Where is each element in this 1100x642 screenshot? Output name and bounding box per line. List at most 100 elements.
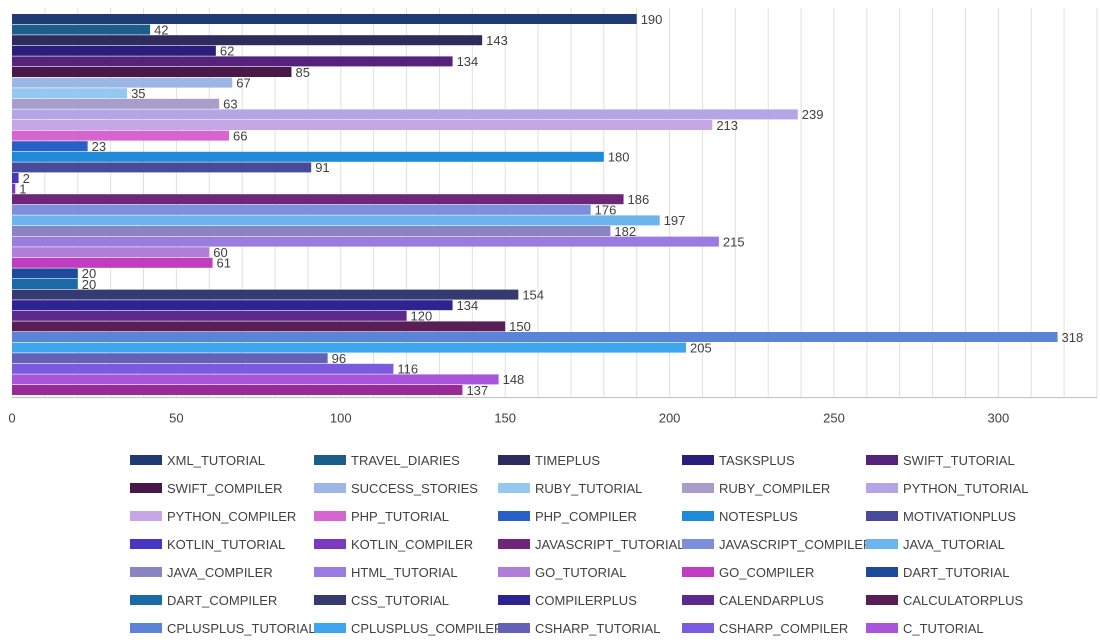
legend-item: PHP_COMPILER [498, 502, 682, 530]
data-label: 96 [332, 351, 346, 366]
legend-swatch [130, 483, 162, 493]
bar [12, 183, 16, 194]
legend-label: SWIFT_TUTORIAL [903, 452, 1015, 468]
legend-item: JAVASCRIPT_TUTORIAL [498, 530, 685, 558]
legend-item: CSHARP_COMPILER [682, 614, 866, 642]
data-label: 2 [23, 171, 30, 186]
legend-label: PYTHON_COMPILER [167, 508, 297, 524]
bar [12, 257, 213, 268]
legend-label: CSS_TUTORIAL [351, 592, 450, 608]
bar [12, 236, 719, 247]
data-label: 120 [411, 309, 433, 324]
legend-item: COMPILERPLUS [498, 586, 682, 614]
bar [12, 332, 1058, 342]
bar [12, 363, 394, 374]
x-tick-label: 200 [659, 411, 681, 426]
legend-item: MOTIVATIONPLUS [866, 502, 1050, 530]
legend-swatch [498, 455, 530, 465]
legend-item: SUCCESS_STORIES [314, 474, 498, 502]
data-label: 134 [457, 54, 479, 69]
data-label: 239 [802, 107, 824, 122]
data-label: 154 [522, 287, 544, 302]
legend-label: DART_COMPILER [167, 592, 278, 608]
bar [12, 289, 519, 300]
legend-label: JAVA_TUTORIAL [903, 536, 1005, 552]
legend-swatch [866, 455, 898, 465]
chart-legend: XML_TUTORIAL TRAVEL_DIARIES TIMEPLUS TASKSP… [130, 446, 1090, 642]
x-tick-label: 300 [988, 411, 1010, 426]
data-label: 186 [628, 192, 650, 207]
legend-swatch [682, 595, 714, 605]
bar [12, 321, 506, 332]
legend-label: MOTIVATIONPLUS [903, 508, 1016, 524]
legend-swatch [314, 623, 346, 633]
legend-swatch [314, 511, 346, 521]
bar [12, 300, 453, 311]
legend-item: TASKSPLUS [682, 446, 866, 474]
legend-swatch [130, 539, 162, 549]
bar [12, 130, 229, 141]
legend-item: JAVA_TUTORIAL [866, 530, 1050, 558]
data-label: 134 [457, 298, 479, 313]
legend-item: RUBY_TUTORIAL [498, 474, 682, 502]
bar [12, 268, 78, 279]
legend-item: GO_TUTORIAL [498, 558, 682, 586]
legend-swatch [498, 623, 530, 633]
legend-item: RUBY_COMPILER [682, 474, 866, 502]
data-label: 213 [716, 118, 738, 133]
data-label: 215 [723, 234, 745, 249]
legend-swatch [314, 595, 346, 605]
bar [12, 374, 499, 385]
legend-swatch [682, 455, 714, 465]
legend-swatch [498, 539, 530, 549]
legend-item: XML_TUTORIAL [130, 446, 314, 474]
bar [12, 35, 483, 46]
legend-label: XML_TUTORIAL [167, 452, 266, 468]
bar [12, 226, 611, 236]
bar-chart-plot: 190 42 143 62 134 85 67 35 63 239 213 66 23 180 91 21 18… [8, 8, 1098, 426]
legend-label: PHP_COMPILER [535, 508, 637, 524]
legend-label: CPLUSPLUS_TUTORIAL [167, 620, 316, 636]
legend-swatch [682, 623, 714, 633]
bar [12, 141, 88, 152]
legend-item: TRAVEL_DIARIES [314, 446, 498, 474]
legend-label: PHP_TUTORIAL [351, 508, 450, 524]
legend-item: KOTLIN_TUTORIAL [130, 530, 314, 558]
legend-item: PYTHON_TUTORIAL [866, 474, 1050, 502]
legend-item: PYTHON_COMPILER [130, 502, 314, 530]
bar [12, 14, 637, 24]
bar [12, 45, 216, 56]
legend-label: NOTESPLUS [719, 508, 798, 524]
data-label: 197 [664, 213, 686, 228]
legend-swatch [314, 455, 346, 465]
legend-item: CALCULATORPLUS [866, 586, 1050, 614]
legend-item: JAVASCRIPT_COMPILER [682, 530, 872, 558]
legend-swatch [866, 511, 898, 521]
data-label: 60 [213, 245, 227, 260]
legend-label: SUCCESS_STORIES [351, 480, 478, 496]
legend-item: KOTLIN_COMPILER [314, 530, 498, 558]
legend-swatch [682, 511, 714, 521]
x-tick-label: 250 [823, 411, 845, 426]
legend-swatch [130, 567, 162, 577]
data-label: 176 [595, 203, 617, 218]
legend-label: CALCULATORPLUS [903, 592, 1024, 608]
legend-swatch [130, 623, 162, 633]
legend-label: PYTHON_TUTORIAL [903, 480, 1029, 496]
data-label: 42 [154, 22, 168, 37]
legend-swatch [314, 539, 346, 549]
data-label: 205 [690, 340, 712, 355]
legend-label: RUBY_TUTORIAL [535, 480, 643, 496]
legend-label: DART_TUTORIAL [903, 564, 1010, 580]
legend-item: DART_TUTORIAL [866, 558, 1050, 586]
data-label: 318 [1062, 330, 1084, 345]
legend-label: JAVASCRIPT_COMPILER [719, 536, 873, 552]
legend-item: C_TUTORIAL [866, 614, 1050, 642]
legend-label: KOTLIN_TUTORIAL [167, 536, 286, 552]
data-label: 20 [82, 277, 96, 292]
legend-swatch [866, 595, 898, 605]
legend-swatch [498, 483, 530, 493]
legend-label: CSHARP_TUTORIAL [535, 620, 661, 636]
data-label: 20 [82, 266, 96, 281]
legend-label: C_TUTORIAL [903, 620, 984, 636]
